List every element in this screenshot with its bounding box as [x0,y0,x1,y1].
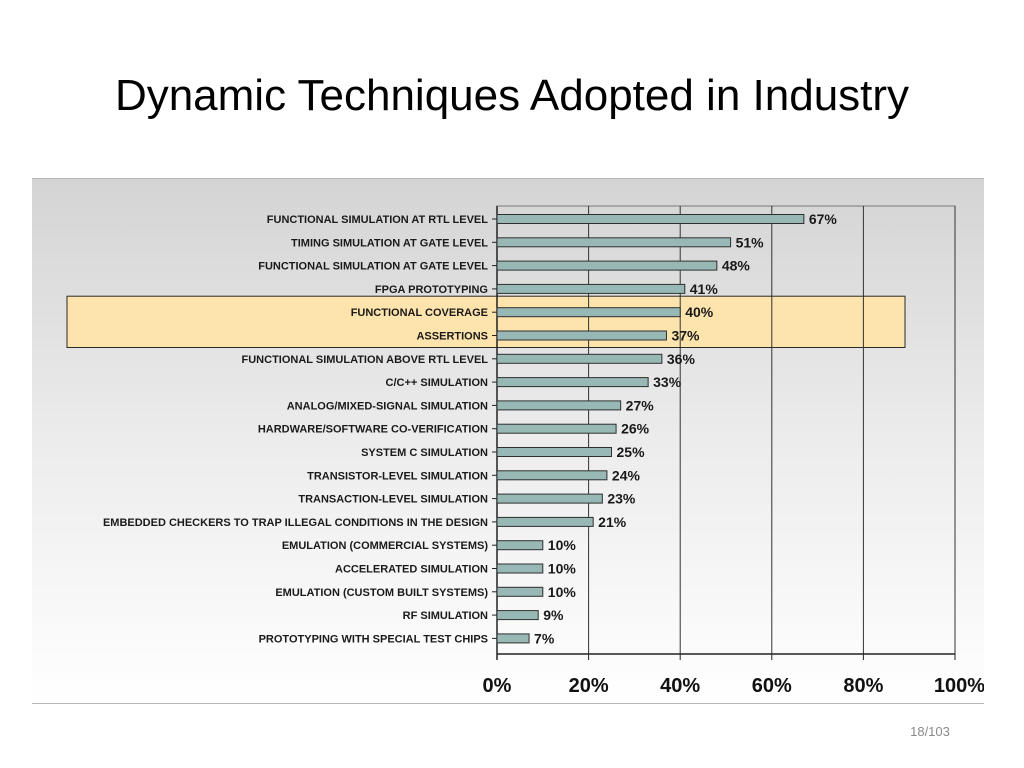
page-number: 18/103 [910,724,950,739]
category-label: FPGA PROTOTYPING [375,284,488,296]
category-label: SYSTEM C SIMULATION [361,447,488,459]
value-label: 36% [667,351,696,367]
bar [496,470,608,481]
bar [496,447,612,457]
value-label: 21% [598,514,627,530]
category-label: EMULATION (COMMERCIAL SYSTEMS) [282,540,488,552]
category-label: ACCELERATED SIMULATION [335,564,488,576]
value-label: 48% [722,258,751,274]
x-tick-label: 100% [934,675,984,697]
category-label: PROTOTYPING WITH SPECIAL TEST CHIPS [259,633,488,645]
value-label: 10% [548,584,577,600]
bar [496,423,617,434]
value-label: 7% [534,630,555,646]
bar [496,353,663,364]
category-label: FUNCTIONAL SIMULATION AT RTL LEVEL [267,214,488,226]
category-label: FUNCTIONAL COVERAGE [351,307,488,319]
bar [496,237,732,248]
category-label: TRANSACTION-LEVEL SIMULATION [298,494,488,506]
value-label: 25% [617,444,646,460]
bar [496,307,681,318]
slide-title: Dynamic Techniques Adopted in Industry [114,71,910,120]
bar [496,214,805,224]
bar [496,400,622,411]
value-label: 27% [626,397,655,413]
bar [496,283,686,294]
bar [496,493,603,504]
bar [496,330,667,341]
x-tick-label: 20% [569,675,609,697]
value-label: 51% [736,234,765,250]
bar [496,563,544,574]
bar-chart-svg: FUNCTIONAL SIMULATION AT RTL LEVEL 67% TIM… [66,205,984,697]
category-label: EMULATION (CUSTOM BUILT SYSTEMS) [275,587,488,599]
x-tick-label: 0% [483,675,512,697]
value-label: 10% [548,537,577,553]
value-label: 9% [543,607,564,623]
category-label: TIMING SIMULATION AT GATE LEVEL [291,237,488,249]
category-label: C/C++ SIMULATION [386,377,489,389]
bar-chart: FUNCTIONAL SIMULATION AT RTL LEVEL 67% TIM… [32,178,984,704]
category-label: ANALOG/MIXED-SIGNAL SIMULATION [287,400,488,412]
value-label: 10% [548,561,577,577]
value-label: 37% [671,328,700,344]
bar [496,610,539,621]
bar [496,586,544,597]
category-label: RF SIMULATION [403,610,488,622]
category-label: ASSERTIONS [416,331,488,343]
category-label: HARDWARE/SOFTWARE CO-VERIFICATION [258,424,488,436]
value-label: 41% [690,281,719,297]
bar [496,540,544,551]
x-tick-label: 80% [843,675,883,697]
bar [496,377,649,388]
value-label: 24% [612,467,641,483]
value-label: 33% [653,374,682,390]
bar [496,260,718,271]
value-label: 23% [607,491,636,507]
bar [496,516,594,527]
value-label: 40% [685,304,714,320]
value-label: 67% [809,211,838,227]
value-label: 26% [621,421,650,437]
category-label: TRANSISTOR-LEVEL SIMULATION [307,470,488,482]
x-tick-label: 60% [752,675,792,697]
x-tick-label: 40% [660,675,700,697]
highlight-band [66,295,906,348]
bar [496,633,530,644]
category-label: FUNCTIONAL SIMULATION ABOVE RTL LEVEL [242,354,489,366]
category-label: EMBEDDED CHECKERS TO TRAP ILLEGAL CONDIT… [103,517,488,529]
category-label: FUNCTIONAL SIMULATION AT GATE LEVEL [258,261,488,273]
